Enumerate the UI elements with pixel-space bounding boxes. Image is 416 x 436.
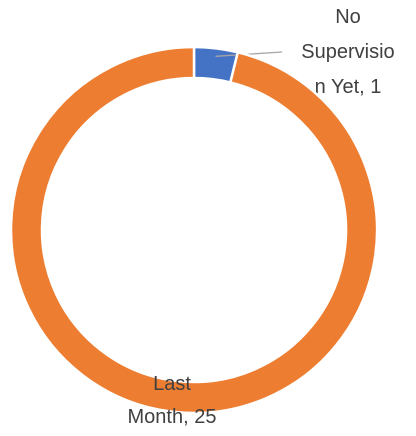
data-label: No Supervisio n Yet, 1 <box>301 6 394 98</box>
data-label: Last Month, 25 <box>128 373 217 428</box>
donut-segment <box>9 45 379 415</box>
